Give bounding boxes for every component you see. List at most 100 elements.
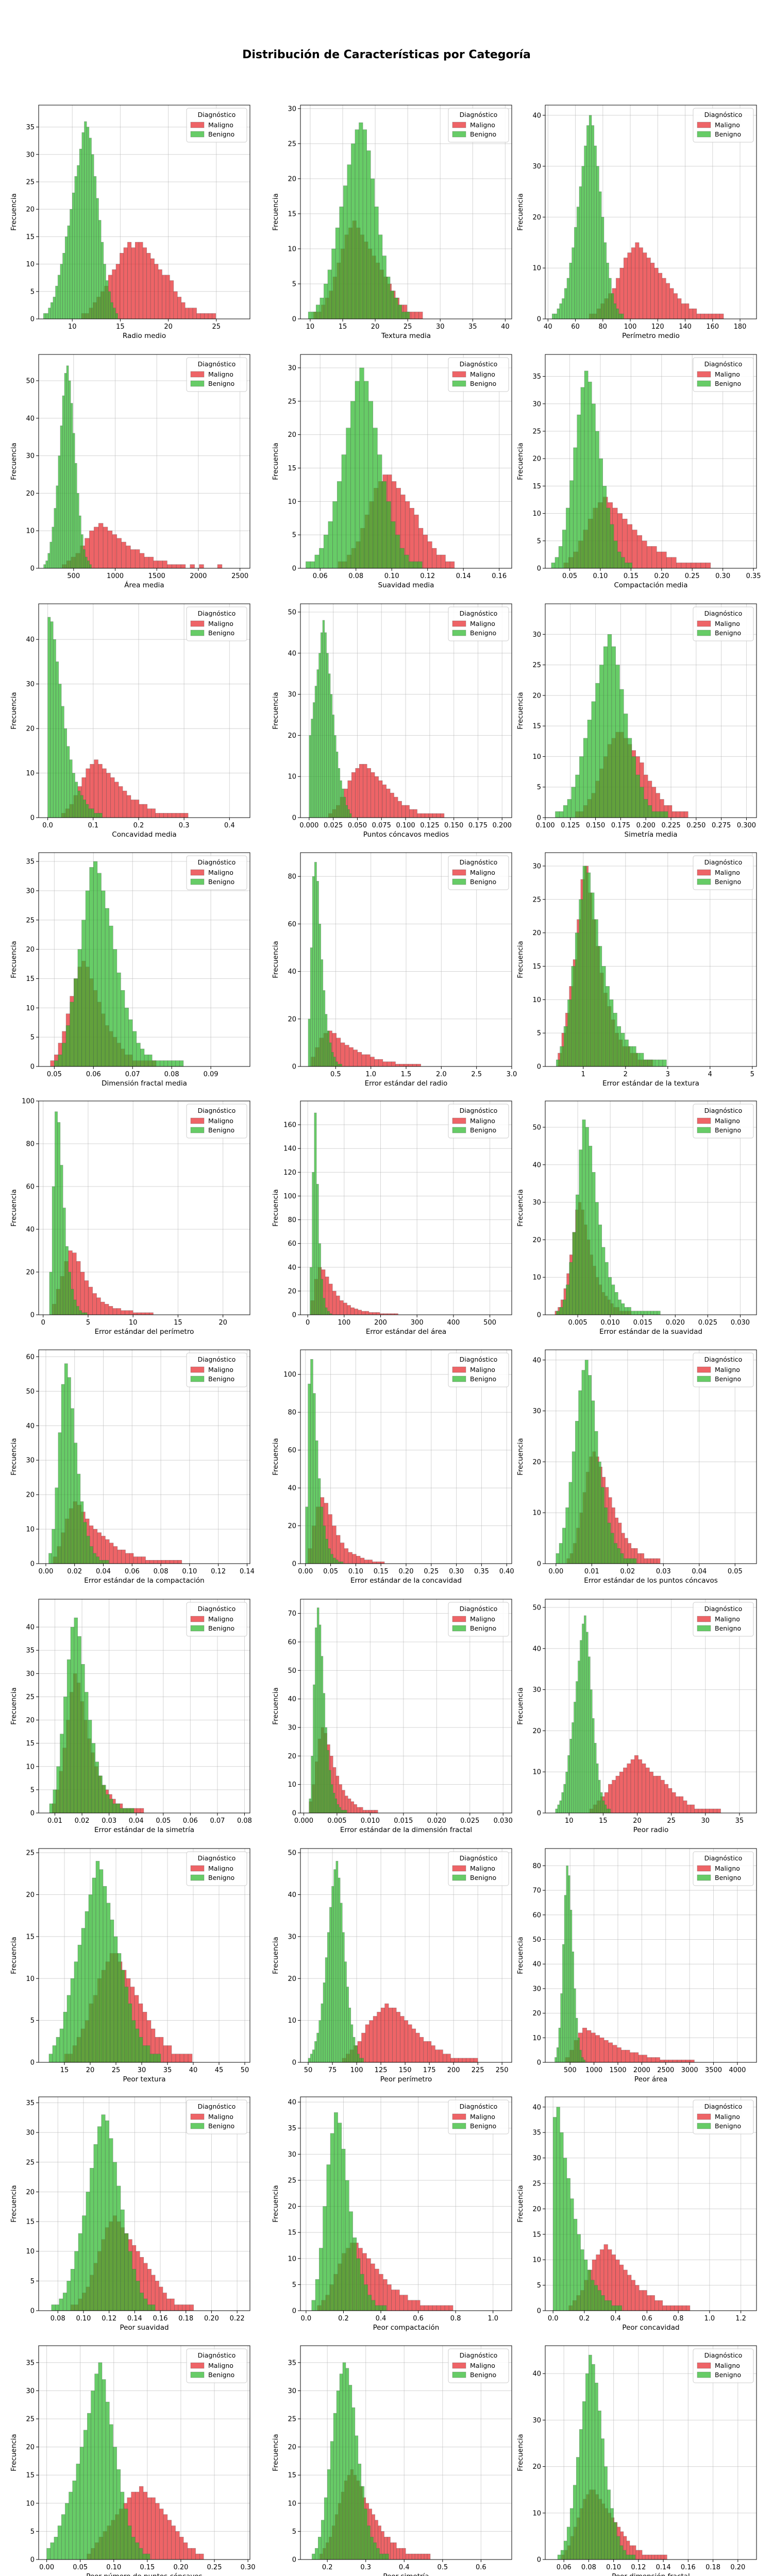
bar-maligno [141,1556,146,1564]
bar-benigno [306,561,311,568]
bar-benigno [345,2180,349,2311]
bar-benigno [108,291,111,319]
legend-title: Diagnóstico [460,1107,498,1114]
x-tick-label: 120 [651,323,664,331]
bar-benigno [595,2382,598,2560]
bar-benigno [637,1311,641,1315]
bar-benigno [630,1558,634,1564]
y-axis-label: Frecuencia [516,1937,525,1974]
bar-benigno [613,540,618,568]
legend-swatch-benigno [697,878,711,885]
bar-benigno [607,634,612,818]
legend-swatch-maligno [452,2113,466,2120]
bar-benigno [89,1546,93,1564]
bar-benigno [406,312,410,319]
bar-maligno [409,507,414,568]
legend-entry-benigno: Benigno [208,1874,234,1882]
bar-maligno [623,1767,628,1813]
bar-benigno [80,795,83,818]
bars [309,620,445,818]
bar-maligno [212,313,216,319]
bar-maligno [708,313,713,319]
bar-maligno [664,2059,669,2062]
bar-benigno [595,1202,599,1315]
bar-maligno [121,541,126,568]
bar-benigno [601,217,604,319]
legend-swatch-maligno [697,1366,711,1373]
bar-benigno [335,1861,339,2062]
x-axis-label: Área media [124,581,164,589]
axes-frame [38,1848,250,2063]
bar-benigno [367,2526,371,2560]
x-tick-label: 4 [708,1071,712,1078]
y-tick-label: 0 [292,815,296,822]
y-tick-label: 15 [532,483,541,490]
bar-benigno [77,1636,81,1813]
bar-maligno [642,2554,646,2560]
bar-benigno [136,2281,140,2311]
bar-maligno [360,1807,363,1813]
bar-maligno [685,303,690,319]
bar-benigno [68,380,71,568]
bar-benigno [81,132,85,319]
bar-benigno [56,662,59,818]
bar-benigno [333,1869,337,2062]
bar-maligno [393,2542,397,2560]
bar-maligno [405,2553,409,2560]
bar-benigno [574,1702,576,1813]
bar-maligno [619,1771,624,1813]
bar-benigno [97,2126,102,2311]
y-tick-label: 10 [26,1975,35,1983]
y-axis-label: Frecuencia [272,443,280,480]
y-axis-label: Frecuencia [10,2434,18,2471]
axes-frame [545,2096,757,2311]
bar-benigno [359,2058,362,2062]
bar-maligno [630,1759,635,1813]
bar-benigno [327,1750,329,1813]
bar-benigno [105,908,109,1066]
x-tick-label: 0.40 [499,1568,514,1575]
bar-maligno [424,2553,428,2560]
y-tick-label: 0 [537,1312,541,1319]
bar-maligno [700,563,706,568]
bar-benigno [594,1743,597,1813]
x-tick-label: 0.14 [456,572,471,580]
bar-benigno [323,1982,326,2062]
bar-benigno [337,481,342,568]
bar-maligno [664,2554,667,2560]
y-tick-label: 20 [532,2206,541,2213]
x-tick-label: 0.07 [125,1071,140,1078]
bar-maligno [189,308,193,319]
bar-maligno [170,1560,174,1564]
bar-maligno [694,1808,699,1813]
bar-benigno [58,1054,62,1066]
bar-benigno [77,949,82,1066]
bar-benigno [635,774,640,818]
bar-benigno [62,1208,66,1315]
y-tick-label: 50 [26,1388,35,1396]
x-tick-label: 0.08 [164,1071,179,1078]
bar-benigno [325,1307,328,1315]
y-tick-label: 20 [532,455,541,463]
legend-swatch-benigno [452,1625,466,1632]
axes-frame [300,1848,512,2063]
x-tick-label: 300 [411,1319,424,1327]
bar-benigno [617,1299,621,1315]
bar-maligno [440,813,445,818]
bar-maligno [143,804,148,818]
bar-maligno [174,2304,179,2311]
x-tick-label: 20 [164,323,173,331]
bar-benigno [316,669,319,818]
bars [552,2107,691,2311]
y-tick-label: 0 [30,1312,35,1319]
bar-benigno [373,428,378,568]
y-tick-label: 60 [288,1447,296,1454]
bar-benigno [153,2054,158,2062]
bar-benigno [631,756,636,818]
x-tick-label: 0.20 [654,572,669,580]
bar-benigno [83,1522,87,1564]
x-tick-label: 100 [338,1319,350,1327]
bar-maligno [155,813,160,818]
bar-benigno [157,2054,161,2062]
legend-entry-benigno: Benigno [470,1375,496,1383]
